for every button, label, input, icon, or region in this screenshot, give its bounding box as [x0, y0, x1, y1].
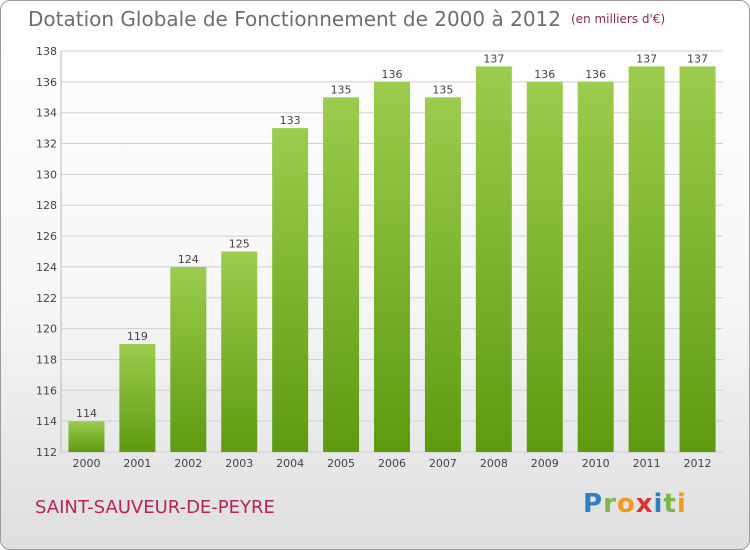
bar-2002 [170, 266, 207, 452]
x-tick-label: 2012 [684, 457, 712, 470]
y-tick-label: 128 [36, 199, 57, 212]
bar-2006 [374, 81, 410, 452]
bar-value-label: 136 [585, 68, 606, 81]
y-tick-label: 120 [36, 323, 57, 336]
bar-2007 [424, 97, 461, 453]
bar-value-label: 136 [534, 68, 555, 81]
x-tick-label: 2004 [276, 457, 304, 470]
bar-value-label: 135 [432, 83, 453, 96]
y-tick-label: 118 [36, 353, 57, 366]
city-name: SAINT-SAUVEUR-DE-PEYRE [35, 497, 275, 518]
y-tick-label: 132 [36, 138, 57, 151]
x-tick-label: 2010 [582, 457, 610, 470]
y-tick-label: 138 [36, 45, 57, 58]
chart-title: Dotation Globale de Fonctionnement de 20… [28, 7, 665, 31]
bar-2003 [221, 251, 258, 452]
y-tick-label: 134 [36, 107, 57, 120]
x-tick-label: 2008 [480, 457, 508, 470]
y-tick-label: 112 [36, 446, 57, 459]
bar-2011 [628, 66, 665, 452]
y-tick-label: 126 [36, 230, 57, 243]
x-tick-label: 2003 [225, 457, 253, 470]
x-tick-label: 2002 [174, 457, 202, 470]
bar-value-label: 124 [178, 253, 199, 266]
bar-2010 [577, 81, 614, 452]
bar-2005 [323, 97, 360, 453]
x-tick-label: 2007 [429, 457, 457, 470]
chart-unit: (en milliers d'€) [571, 12, 666, 26]
y-tick-label: 136 [36, 76, 57, 89]
y-tick-label: 116 [36, 384, 57, 397]
proxiti-logo[interactable]: Proxiti [583, 489, 687, 519]
bar-value-label: 133 [280, 114, 301, 127]
bar-2001 [119, 344, 156, 452]
bar-value-label: 125 [229, 238, 250, 251]
chart-title-text: Dotation Globale de Fonctionnement de 20… [28, 7, 561, 31]
bar-2000 [68, 421, 105, 452]
bar-value-label: 137 [483, 52, 504, 65]
x-tick-label: 2000 [72, 457, 100, 470]
x-tick-label: 2009 [531, 457, 559, 470]
bar-2009 [526, 81, 563, 452]
y-tick-label: 130 [36, 168, 57, 181]
bar-value-label: 114 [76, 407, 97, 420]
y-tick-label: 114 [36, 415, 57, 428]
bar-2004 [272, 128, 309, 452]
bar-value-label: 137 [687, 52, 708, 65]
bar-chart: 112 114 116 118 120 122 124 126 128 130 132 134 136 1… [36, 45, 723, 470]
bar-value-label: 135 [331, 83, 352, 96]
y-tick-label: 122 [36, 292, 57, 305]
x-tick-label: 2006 [378, 457, 406, 470]
bar-value-label: 137 [636, 52, 657, 65]
bar-2012 [679, 66, 716, 452]
bar-value-label: 119 [127, 330, 148, 343]
bar-2008 [475, 66, 512, 452]
x-tick-label: 2001 [123, 457, 151, 470]
x-tick-label: 2005 [327, 457, 355, 470]
bar-value-label: 136 [382, 68, 403, 81]
y-tick-label: 124 [36, 261, 57, 274]
x-tick-label: 2011 [633, 457, 661, 470]
